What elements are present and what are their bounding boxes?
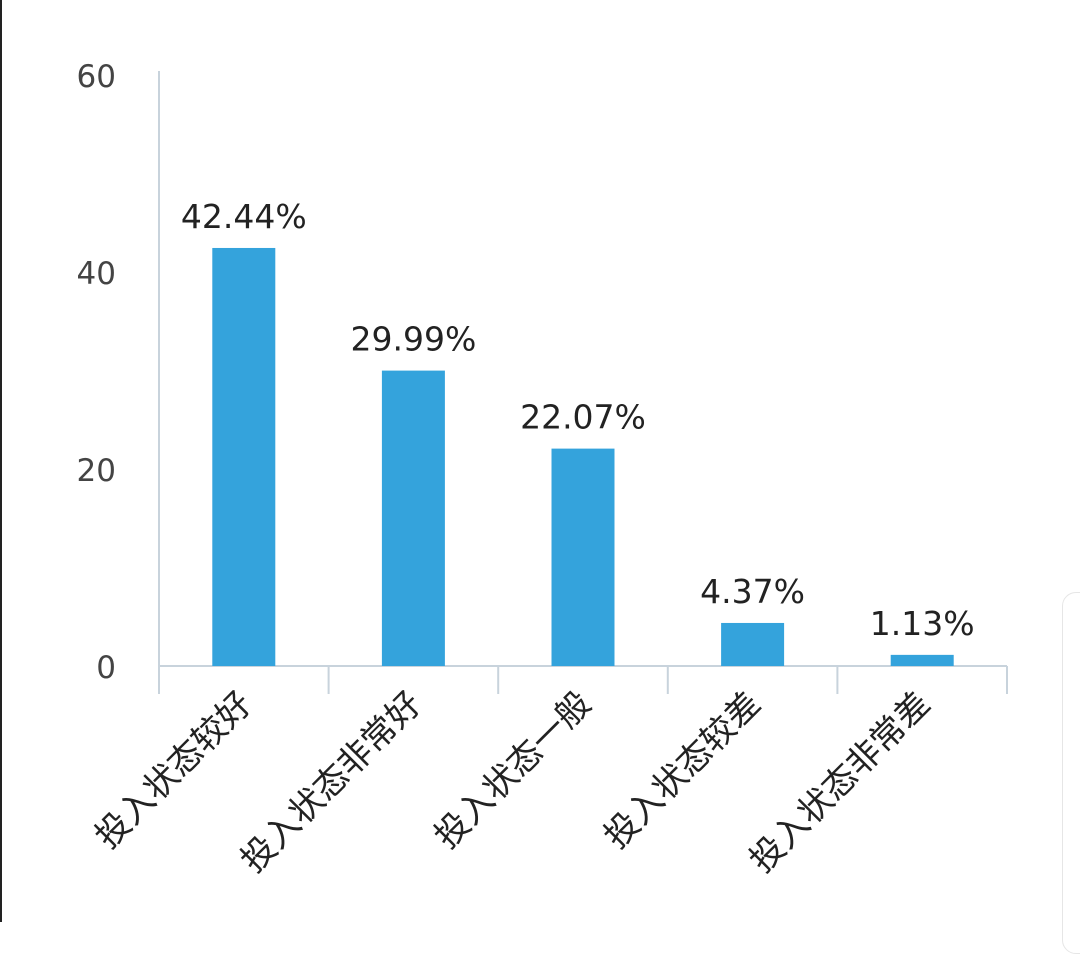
adjacent-card-edge <box>1062 592 1080 954</box>
bar <box>381 370 445 666</box>
y-tick-label: 20 <box>77 453 116 489</box>
y-axis-ticks: 0 20 40 60 <box>77 59 116 686</box>
bar-data-labels: 42.44% 29.99% 22.07% 4.37% 1.13% <box>181 197 975 643</box>
bar-data-label: 29.99% <box>350 320 476 359</box>
bar-chart: 0 20 40 60 42.44% 29.99% 22.07% 4.37% 1.13% 投入状… <box>77 59 1008 881</box>
bar-data-label: 22.07% <box>520 398 646 437</box>
bars <box>212 247 954 666</box>
chart-container: 0 20 40 60 42.44% 29.99% 22.07% 4.37% 1.13% 投入状… <box>77 59 1008 881</box>
bar-data-label: 4.37% <box>700 572 805 611</box>
bar-data-label: 42.44% <box>181 197 307 236</box>
bar <box>890 654 954 666</box>
y-tick-label: 40 <box>77 256 116 292</box>
left-edge-border <box>0 0 2 922</box>
x-category-label: 投入状态较好 <box>88 684 261 857</box>
x-category-label: 投入状态非常好 <box>233 684 430 881</box>
x-category-label: 投入状态非常差 <box>742 684 939 881</box>
y-tick-label: 60 <box>77 59 116 95</box>
y-tick-label: 0 <box>96 650 116 686</box>
bar <box>721 622 785 666</box>
x-category-label: 投入状态一般 <box>427 684 600 857</box>
bar <box>212 247 276 666</box>
bar <box>551 448 615 666</box>
x-category-label: 投入状态较差 <box>596 684 769 857</box>
bar-data-label: 1.13% <box>870 604 975 643</box>
